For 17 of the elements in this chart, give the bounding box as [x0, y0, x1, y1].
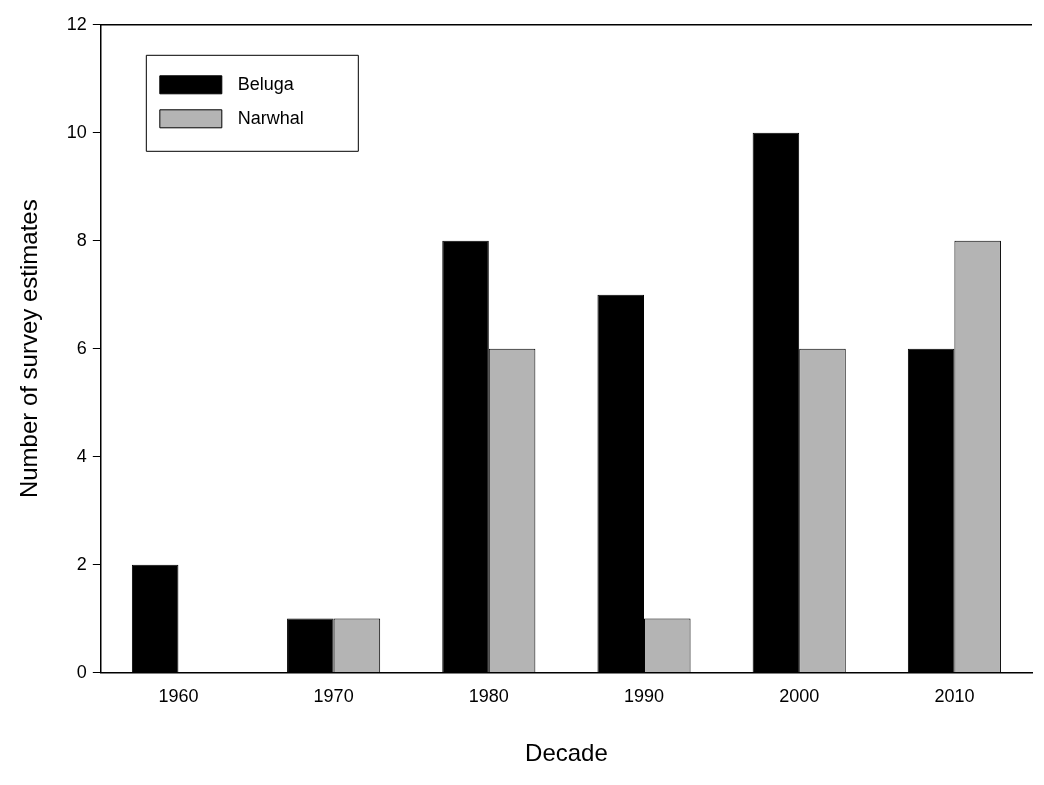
y-tick-label: 2 [76, 553, 87, 574]
x-tick-label: 1990 [623, 686, 665, 707]
y-tick-label: 6 [76, 337, 87, 358]
x-tick-label: 1980 [468, 686, 509, 707]
y-axis-title: Number of survey estimates [15, 199, 43, 499]
x-tick-label: 1960 [158, 686, 199, 707]
x-tick-label: 2000 [779, 686, 820, 707]
y-tick-label: 8 [76, 229, 87, 250]
x-axis-title: Decade [525, 739, 608, 767]
y-tick-label: 10 [66, 121, 87, 142]
x-tick-label: 1970 [313, 686, 354, 707]
x-tick-label: 2010 [934, 686, 975, 707]
legend-label: Beluga [237, 73, 295, 94]
y-tick-label: 12 [66, 13, 87, 34]
y-tick-label: 0 [76, 661, 87, 682]
legend-label: Narwhal [237, 107, 304, 128]
y-tick-label: 4 [76, 445, 87, 466]
